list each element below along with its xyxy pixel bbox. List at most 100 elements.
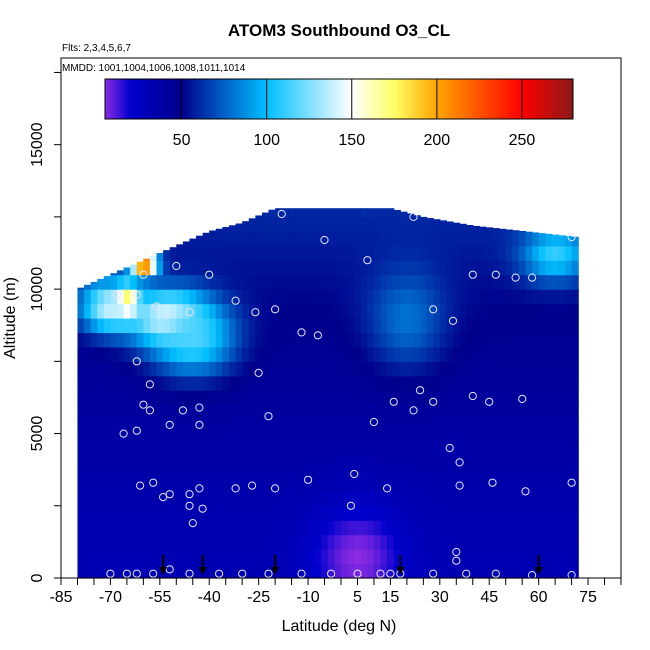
- field-cell: [334, 520, 342, 536]
- field-cell: [294, 361, 303, 377]
- field-cell: [439, 563, 448, 579]
- field-cell: [551, 234, 560, 247]
- field-cell: [459, 245, 467, 261]
- field-cell: [347, 491, 355, 507]
- field-cell: [518, 534, 527, 550]
- field-cell: [261, 390, 270, 406]
- field-cell: [308, 491, 316, 507]
- field-cell: [123, 390, 131, 406]
- field-cell: [406, 274, 415, 290]
- field-cell: [413, 375, 421, 391]
- field-cell: [281, 260, 289, 276]
- field-cell: [103, 462, 112, 478]
- sample-point: [205, 270, 214, 279]
- field-cell: [281, 448, 289, 464]
- field-cell: [327, 563, 336, 579]
- sample-point: [528, 571, 537, 580]
- field-cell: [248, 448, 256, 464]
- colorbar-swatch: [450, 79, 454, 119]
- field-cell: [387, 346, 395, 362]
- field-cell: [110, 361, 118, 377]
- field-cell: [103, 318, 112, 334]
- field-cell: [334, 375, 342, 391]
- field-cell: [97, 318, 105, 334]
- field-cell: [314, 318, 322, 334]
- field-cell: [117, 520, 125, 536]
- field-cell: [472, 260, 480, 276]
- field-cell: [446, 361, 454, 377]
- field-cell: [321, 274, 329, 290]
- field-cell: [327, 216, 336, 232]
- field-cell: [189, 390, 197, 406]
- field-cell: [426, 476, 434, 492]
- field-cell: [149, 462, 158, 478]
- colorbar-swatch: [255, 79, 259, 119]
- field-cell: [123, 433, 131, 449]
- field-cell: [90, 419, 98, 435]
- colorbar-swatch: [536, 79, 540, 119]
- field-cell: [209, 318, 217, 334]
- field-cell: [393, 332, 401, 348]
- field-cell: [551, 390, 560, 406]
- field-cell: [420, 346, 428, 362]
- field-cell: [433, 375, 441, 391]
- field-cell: [136, 303, 144, 319]
- field-cell: [281, 332, 289, 348]
- field-cell: [182, 346, 191, 362]
- field-cell: [433, 361, 441, 377]
- field-cell: [406, 563, 415, 579]
- field-cell: [169, 462, 177, 478]
- field-cell: [459, 491, 467, 507]
- field-cell: [446, 318, 454, 334]
- field-cell: [413, 231, 421, 247]
- field-cell: [97, 462, 105, 478]
- field-cell: [149, 476, 158, 492]
- field-cell: [373, 534, 382, 550]
- field-cell: [294, 208, 303, 218]
- field-cell: [373, 419, 382, 435]
- field-cell: [472, 332, 480, 348]
- field-cell: [525, 318, 533, 334]
- field-cell: [446, 505, 454, 521]
- field-cell: [558, 235, 566, 247]
- field-cell: [551, 260, 560, 276]
- field-cell: [433, 404, 441, 420]
- field-cell: [393, 245, 401, 261]
- colorbar-swatch: [461, 79, 465, 119]
- field-cell: [347, 260, 355, 276]
- field-cell: [387, 520, 395, 536]
- field-cell: [472, 346, 480, 362]
- field-cell: [492, 404, 500, 420]
- field-cell: [426, 218, 434, 232]
- colorbar-swatch: [141, 79, 145, 119]
- field-cell: [288, 361, 296, 377]
- field-cell: [472, 433, 480, 449]
- field-cell: [97, 390, 105, 406]
- field-cell: [393, 448, 401, 464]
- field-cell: [117, 318, 125, 334]
- field-cell: [84, 332, 92, 348]
- field-cell: [327, 433, 336, 449]
- colorbar-swatch: [411, 79, 415, 119]
- field-cell: [360, 361, 368, 377]
- field-cell: [301, 390, 309, 406]
- y-tick-label: 10000: [29, 267, 46, 312]
- field-cell: [505, 318, 513, 334]
- field-cell: [545, 375, 553, 391]
- field-cell: [209, 419, 217, 435]
- field-cell: [288, 476, 296, 492]
- field-cell: [545, 505, 553, 521]
- field-cell: [466, 448, 474, 464]
- field-cell: [347, 462, 355, 478]
- field-cell: [196, 375, 204, 391]
- field-cell: [380, 462, 388, 478]
- field-cell: [565, 549, 573, 565]
- field-cell: [275, 318, 283, 334]
- field-cell: [420, 491, 428, 507]
- colorbar-swatch: [505, 79, 509, 119]
- colorbar-swatch: [404, 79, 408, 119]
- sample-point: [271, 305, 280, 314]
- field-cell: [499, 534, 507, 550]
- field-cell: [222, 231, 230, 247]
- field-cell: [143, 491, 151, 507]
